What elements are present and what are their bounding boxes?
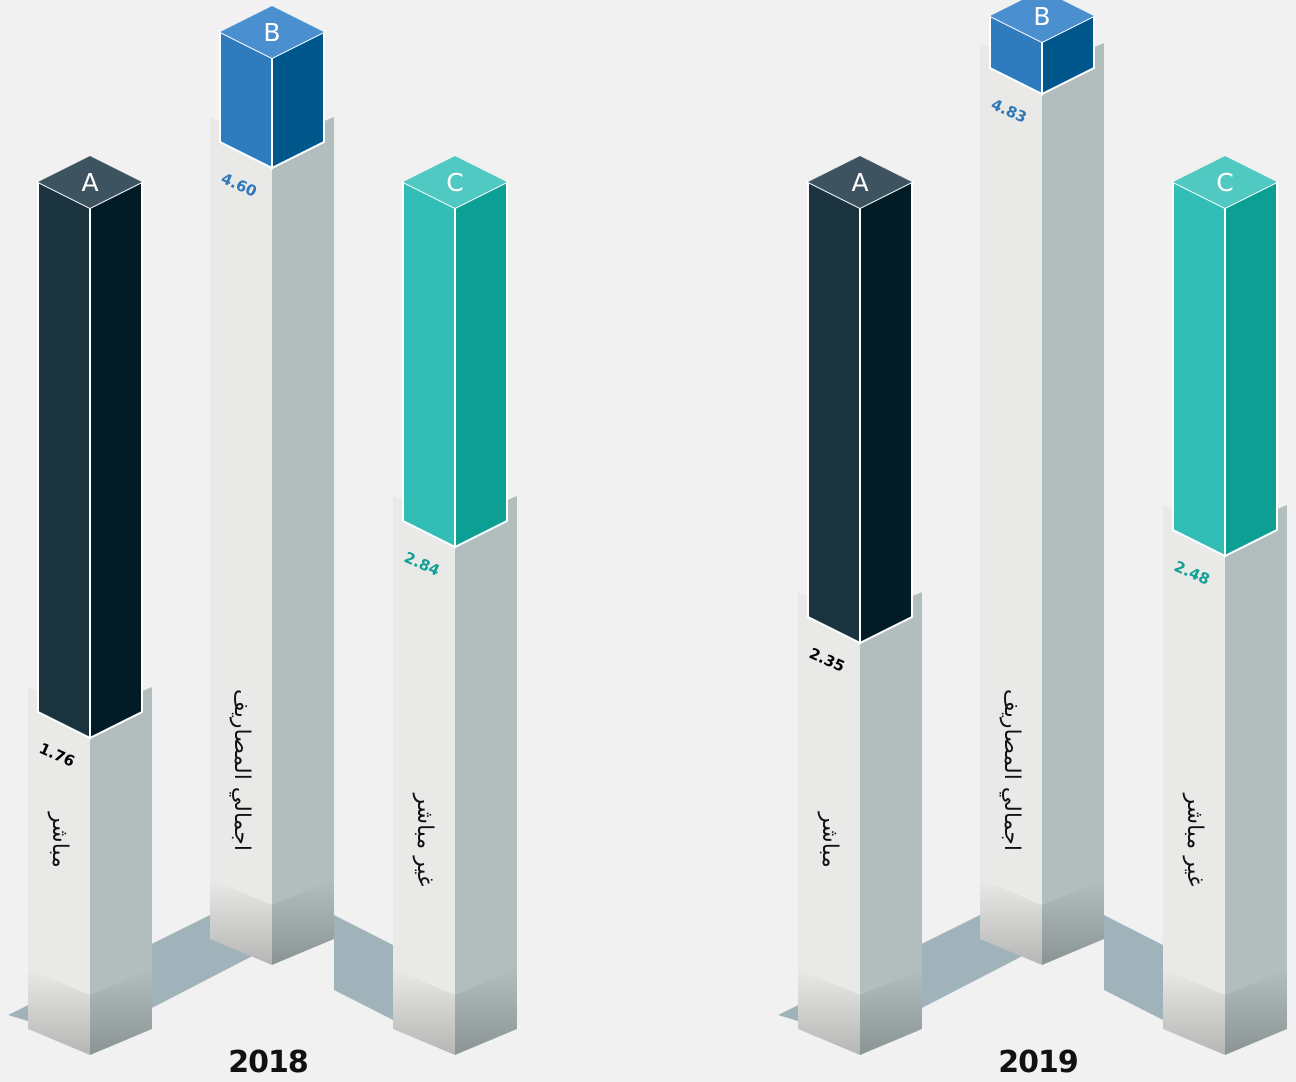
column-left-face [1163,505,1225,1055]
category-label-B: اجمالي المصاريف [999,689,1024,851]
bar-letter-B: B [1033,2,1050,31]
column-right-face [1042,43,1104,965]
bar-letter-C: C [446,168,463,197]
cap-right-face [1224,180,1278,558]
column-fade [860,969,922,1055]
column-left-face [393,496,455,1055]
cap-top-face [38,156,142,208]
cap-left-face [807,180,861,645]
column-fade [798,969,860,1055]
floor-shadow-right [334,915,393,1020]
column-right-face [90,687,152,1055]
category-label-A: مباشر [817,811,842,868]
bar-letter-A: A [81,168,98,197]
cap-left-face [1172,180,1226,558]
year-label-2019: 2019 [998,1045,1078,1080]
floor-shadow-right [1104,915,1163,1020]
cap-right-face [859,180,913,645]
column-right-face [860,592,922,1055]
cap-left-face [37,180,91,740]
cap-top-face [220,6,324,58]
bar-letter-A: A [851,168,868,197]
category-label-B: اجمالي المصاريف [229,689,254,851]
category-label-A: مباشر [47,811,72,868]
column-fade [1042,879,1104,965]
column-fade [455,969,517,1055]
cap-left-face [402,180,456,549]
column-fade [393,969,455,1055]
cap-right-face [454,180,508,549]
column-fade [90,969,152,1055]
cap-top-face [990,0,1094,42]
bar-letter-C: C [1216,168,1233,197]
column-left-face [210,117,272,965]
column-fade [272,879,334,965]
column-right-face [1225,505,1287,1055]
column-fade [28,969,90,1055]
column-fade [980,879,1042,965]
column-left-face [980,43,1042,965]
category-label-C: غير مباشر [412,793,437,887]
cap-top-face [808,156,912,208]
column-left-face [798,592,860,1055]
category-label-C: غير مباشر [1182,793,1207,887]
year-label-2018: 2018 [228,1045,308,1080]
cap-top-face [403,156,507,208]
column-right-face [272,117,334,965]
column-fade [1225,969,1287,1055]
cap-top-face [1173,156,1277,208]
bar-letter-B: B [263,18,280,47]
column-left-face [28,687,90,1055]
cap-right-face [89,180,143,740]
year-labels: 2018 2019 [228,1045,1079,1080]
column-fade [1163,969,1225,1055]
column-right-face [455,496,517,1055]
column-fade [210,879,272,965]
